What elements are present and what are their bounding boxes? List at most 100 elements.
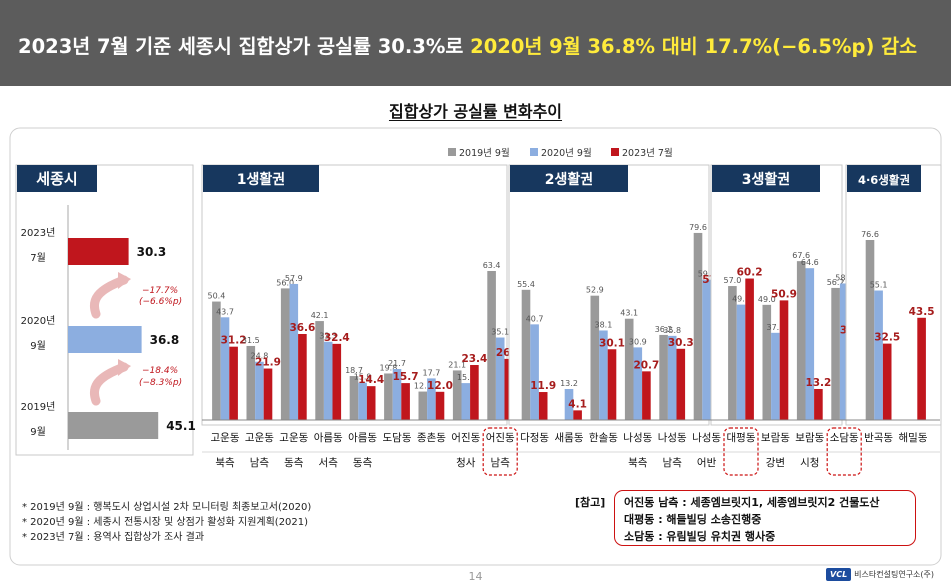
data-label: 43.5 xyxy=(909,306,935,318)
change-lower-pp: (−8.3%p) xyxy=(139,378,182,388)
district-name: 보람동 xyxy=(761,431,790,444)
data-bar xyxy=(418,391,428,420)
data-label: 40.7 xyxy=(526,314,544,323)
change-arrow-lower-head xyxy=(118,359,131,376)
district-name: 다정동 xyxy=(520,432,549,444)
data-label: 49.1 xyxy=(732,295,750,304)
data-bar xyxy=(427,378,436,420)
data-bar xyxy=(358,382,367,420)
data-label: 57.0 xyxy=(723,276,741,285)
sejong-row-year: 2023년 xyxy=(21,227,56,239)
data-bar xyxy=(315,321,324,420)
data-bar xyxy=(865,239,875,420)
header-banner: 2023년 7월 기준 세종시 집합상가 공실률 30.3%로 2020년 9월… xyxy=(0,0,951,86)
data-bar xyxy=(839,283,849,420)
data-label: 58.1 xyxy=(835,273,853,282)
data-bar xyxy=(255,361,264,420)
data-label: 21.9 xyxy=(255,357,281,369)
company-logo: VCL 비스타컨설팅연구소(주) xyxy=(826,566,934,583)
banner-title-part1: 2023년 7월 기준 세종시 집합상가 공실률 30.3%로 xyxy=(18,35,471,58)
sejong-bar-label: 30.3 xyxy=(137,245,167,259)
district-name: 해밀동 xyxy=(899,431,928,444)
district-sub: 북측 xyxy=(215,457,235,469)
data-bar xyxy=(289,283,299,420)
data-bar xyxy=(607,349,617,420)
data-label: 60.2 xyxy=(737,267,763,279)
district-name: 반곡동 xyxy=(864,432,893,444)
district-sub: 시청 xyxy=(800,457,819,469)
data-bar xyxy=(461,383,471,420)
data-bar xyxy=(633,347,643,420)
data-bar xyxy=(384,373,393,420)
note-line: 어진동 남측 : 세종엠브릿지1, 세종엠브릿지2 건물도산 xyxy=(624,496,880,509)
data-label: 56.0 xyxy=(276,278,294,287)
district-name: 새롬동 xyxy=(555,432,584,444)
data-bar xyxy=(487,271,496,420)
legend-swatch xyxy=(448,148,456,156)
data-bar xyxy=(702,279,711,420)
data-label: 14.4 xyxy=(358,374,384,386)
data-bar xyxy=(246,345,256,420)
sejong-row-year: 2019년 xyxy=(21,401,56,413)
data-bar xyxy=(573,410,582,420)
district-name: 도담동 xyxy=(383,432,412,444)
change-arrow-upper-head xyxy=(118,272,131,289)
sejong-row-year: 2020년 xyxy=(21,315,56,327)
district-name: 나성동 xyxy=(623,432,652,444)
legend-label: 2023년 7월 xyxy=(622,147,673,159)
district-name: 나성동 xyxy=(658,432,687,444)
data-bar xyxy=(349,376,359,420)
data-bar xyxy=(796,261,806,420)
district-name: 아름동 xyxy=(314,432,343,444)
district-name: 고운동 xyxy=(211,432,240,444)
sejong-header-bg xyxy=(17,165,97,192)
data-bar xyxy=(495,337,505,420)
data-label: 30.3 xyxy=(668,337,694,349)
data-bar xyxy=(814,388,823,420)
data-bar xyxy=(659,334,668,420)
district-name: 소담동 xyxy=(830,432,859,444)
data-bar xyxy=(805,268,815,420)
sejong-header: 세종시 xyxy=(36,170,77,188)
data-bar xyxy=(642,371,651,420)
data-label: 43.1 xyxy=(620,309,638,318)
data-bar xyxy=(521,289,531,420)
source-notes: * 2019년 9월 : 행복도시 상업시설 2차 모니터링 최종보고서(202… xyxy=(22,500,311,545)
district-sub: 청사 xyxy=(456,457,476,469)
data-bar xyxy=(452,370,462,420)
district-sub: 북측 xyxy=(628,457,648,469)
data-bar xyxy=(599,330,608,420)
sejong-row-month: 9월 xyxy=(30,340,46,352)
data-label: 33.3 xyxy=(319,332,337,341)
data-label: 4.1 xyxy=(568,398,587,410)
page-number: 14 xyxy=(468,570,483,583)
data-label: 37.1 xyxy=(766,323,784,332)
district-sub: 남측 xyxy=(491,457,511,469)
data-bar xyxy=(917,317,926,420)
data-label: 11.9 xyxy=(530,380,556,392)
data-bar xyxy=(831,287,840,420)
sejong-row-month: 9월 xyxy=(30,426,46,438)
group-header: 3생활권 xyxy=(742,171,790,188)
highlight-box xyxy=(723,427,759,476)
data-label: 13.2 xyxy=(805,377,831,389)
data-label: 49.0 xyxy=(758,295,776,304)
data-bar xyxy=(728,286,737,420)
data-bar xyxy=(298,333,307,420)
data-label: 79.6 xyxy=(689,223,707,232)
change-arrow-upper xyxy=(89,275,129,319)
data-bar xyxy=(779,300,789,420)
data-bar xyxy=(745,278,754,420)
sejong-row-month: 7월 xyxy=(30,252,46,264)
highlight-box xyxy=(826,427,862,476)
data-label: 12.0 xyxy=(427,380,453,392)
data-label: 56.2 xyxy=(827,278,845,287)
data-label: 21.1 xyxy=(448,360,466,369)
data-label: 24.8 xyxy=(250,352,268,361)
change-lower-pct: −18.4% xyxy=(142,366,178,376)
note-label: [참고] xyxy=(575,496,606,509)
data-bar xyxy=(401,383,410,420)
data-label: 17.7 xyxy=(422,368,440,377)
district-sub: 서측 xyxy=(319,457,339,469)
